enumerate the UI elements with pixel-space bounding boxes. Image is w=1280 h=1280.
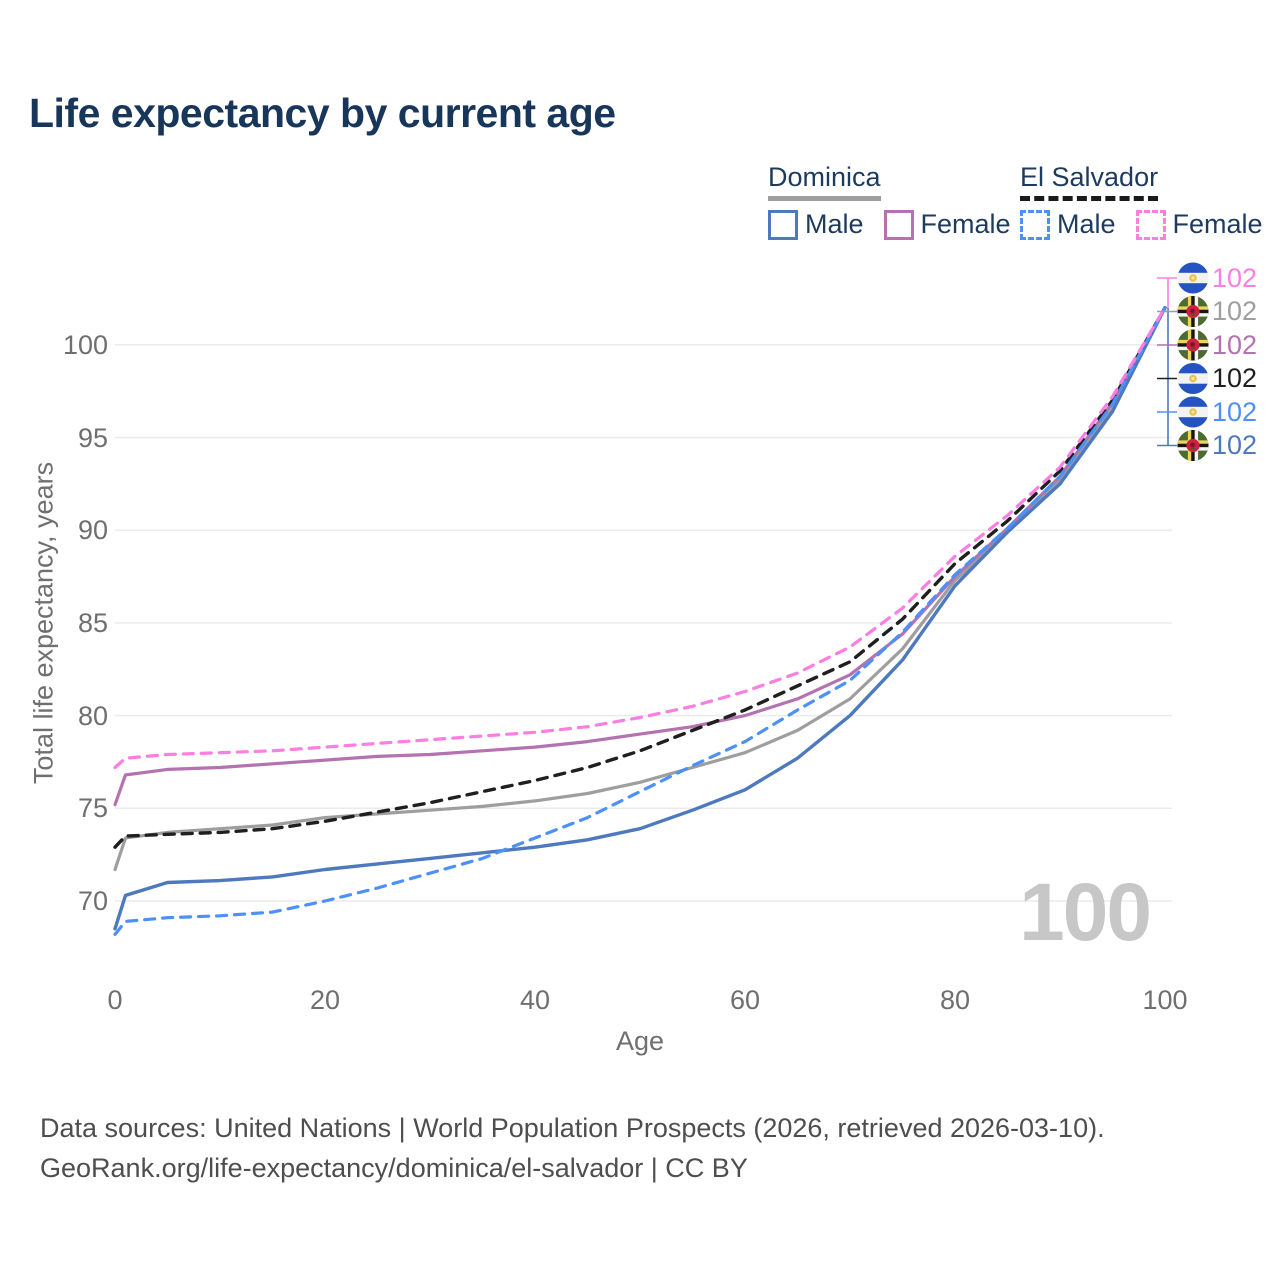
y-tick-label: 90 (77, 515, 108, 546)
legend-label: Female (1172, 209, 1263, 239)
y-axis-title: Total life expectancy, years (28, 461, 59, 785)
x-tick-label: 60 (729, 985, 761, 1015)
legend-item-dominica-male[interactable]: Male (768, 209, 864, 240)
series-end-value: 102 (1212, 329, 1258, 360)
series-line-el-salvador-both[interactable] (113, 306, 1167, 849)
series-line-dominica-both[interactable] (113, 306, 1167, 872)
chart-title: Life expectancy by current age (29, 90, 616, 136)
footer-source-link: GeoRank.org/life-expectancy/dominica/el-… (40, 1153, 748, 1183)
y-tick-label: 100 (62, 329, 108, 360)
series-end-value: 102 (1212, 430, 1258, 460)
dominica-flag-icon (1177, 430, 1209, 461)
legend-group-el-salvador: El Salvador Male Female (1020, 162, 1280, 240)
legend-swatch-dashed-female (1135, 209, 1166, 240)
x-tick-label: 20 (309, 985, 341, 1015)
y-tick-label: 85 (77, 607, 108, 638)
x-axis-title: Age (615, 1026, 665, 1056)
legend-label: Male (1057, 209, 1116, 239)
el-salvador-flag-icon (1177, 363, 1209, 394)
legend-swatch-dashed-male (1020, 209, 1050, 240)
legend-header-dominica: Dominica (768, 162, 881, 201)
series-end-value: 102 (1212, 363, 1258, 393)
y-tick-label: 95 (77, 422, 108, 453)
legend-swatch-solid-male (768, 209, 798, 240)
x-tick-label: 0 (107, 985, 123, 1015)
series-line-dominica-female[interactable] (113, 306, 1167, 807)
legend-item-el-salvador-female[interactable]: Female (1135, 209, 1263, 240)
x-tick-label: 40 (519, 985, 551, 1015)
x-tick-label: 100 (1142, 985, 1188, 1015)
legend-label: Male (805, 209, 864, 239)
legend-header-el-salvador: El Salvador (1020, 162, 1159, 201)
series-end-value: 102 (1212, 296, 1258, 326)
y-tick-label: 70 (77, 886, 108, 916)
legend-label: Female (920, 209, 1011, 239)
dominica-flag-icon (1177, 296, 1209, 327)
el-salvador-flag-icon (1177, 262, 1209, 294)
el-salvador-flag-icon (1177, 396, 1209, 428)
hover-age-watermark: 100 (1019, 867, 1152, 958)
y-tick-label: 75 (77, 793, 108, 824)
series-end-value: 102 (1212, 396, 1258, 427)
series-end-value: 102 (1212, 262, 1258, 293)
legend-item-el-salvador-male[interactable]: Male (1020, 209, 1116, 240)
legend-swatch-solid-female (883, 209, 914, 240)
series-line-dominica-male[interactable] (113, 306, 1167, 931)
footer-data-sources: Data sources: United Nations | World Pop… (40, 1113, 1105, 1143)
series-line-el-salvador-male[interactable] (113, 306, 1167, 937)
legend-group-dominica: Dominica Male Female (768, 162, 1031, 240)
series-line-el-salvador-female[interactable] (113, 306, 1167, 770)
footer: Data sources: United Nations | World Pop… (40, 1108, 1105, 1188)
dominica-flag-icon (1177, 329, 1209, 361)
y-tick-label: 80 (77, 700, 108, 731)
legend-item-dominica-female[interactable]: Female (883, 209, 1011, 240)
x-tick-label: 80 (939, 985, 971, 1015)
